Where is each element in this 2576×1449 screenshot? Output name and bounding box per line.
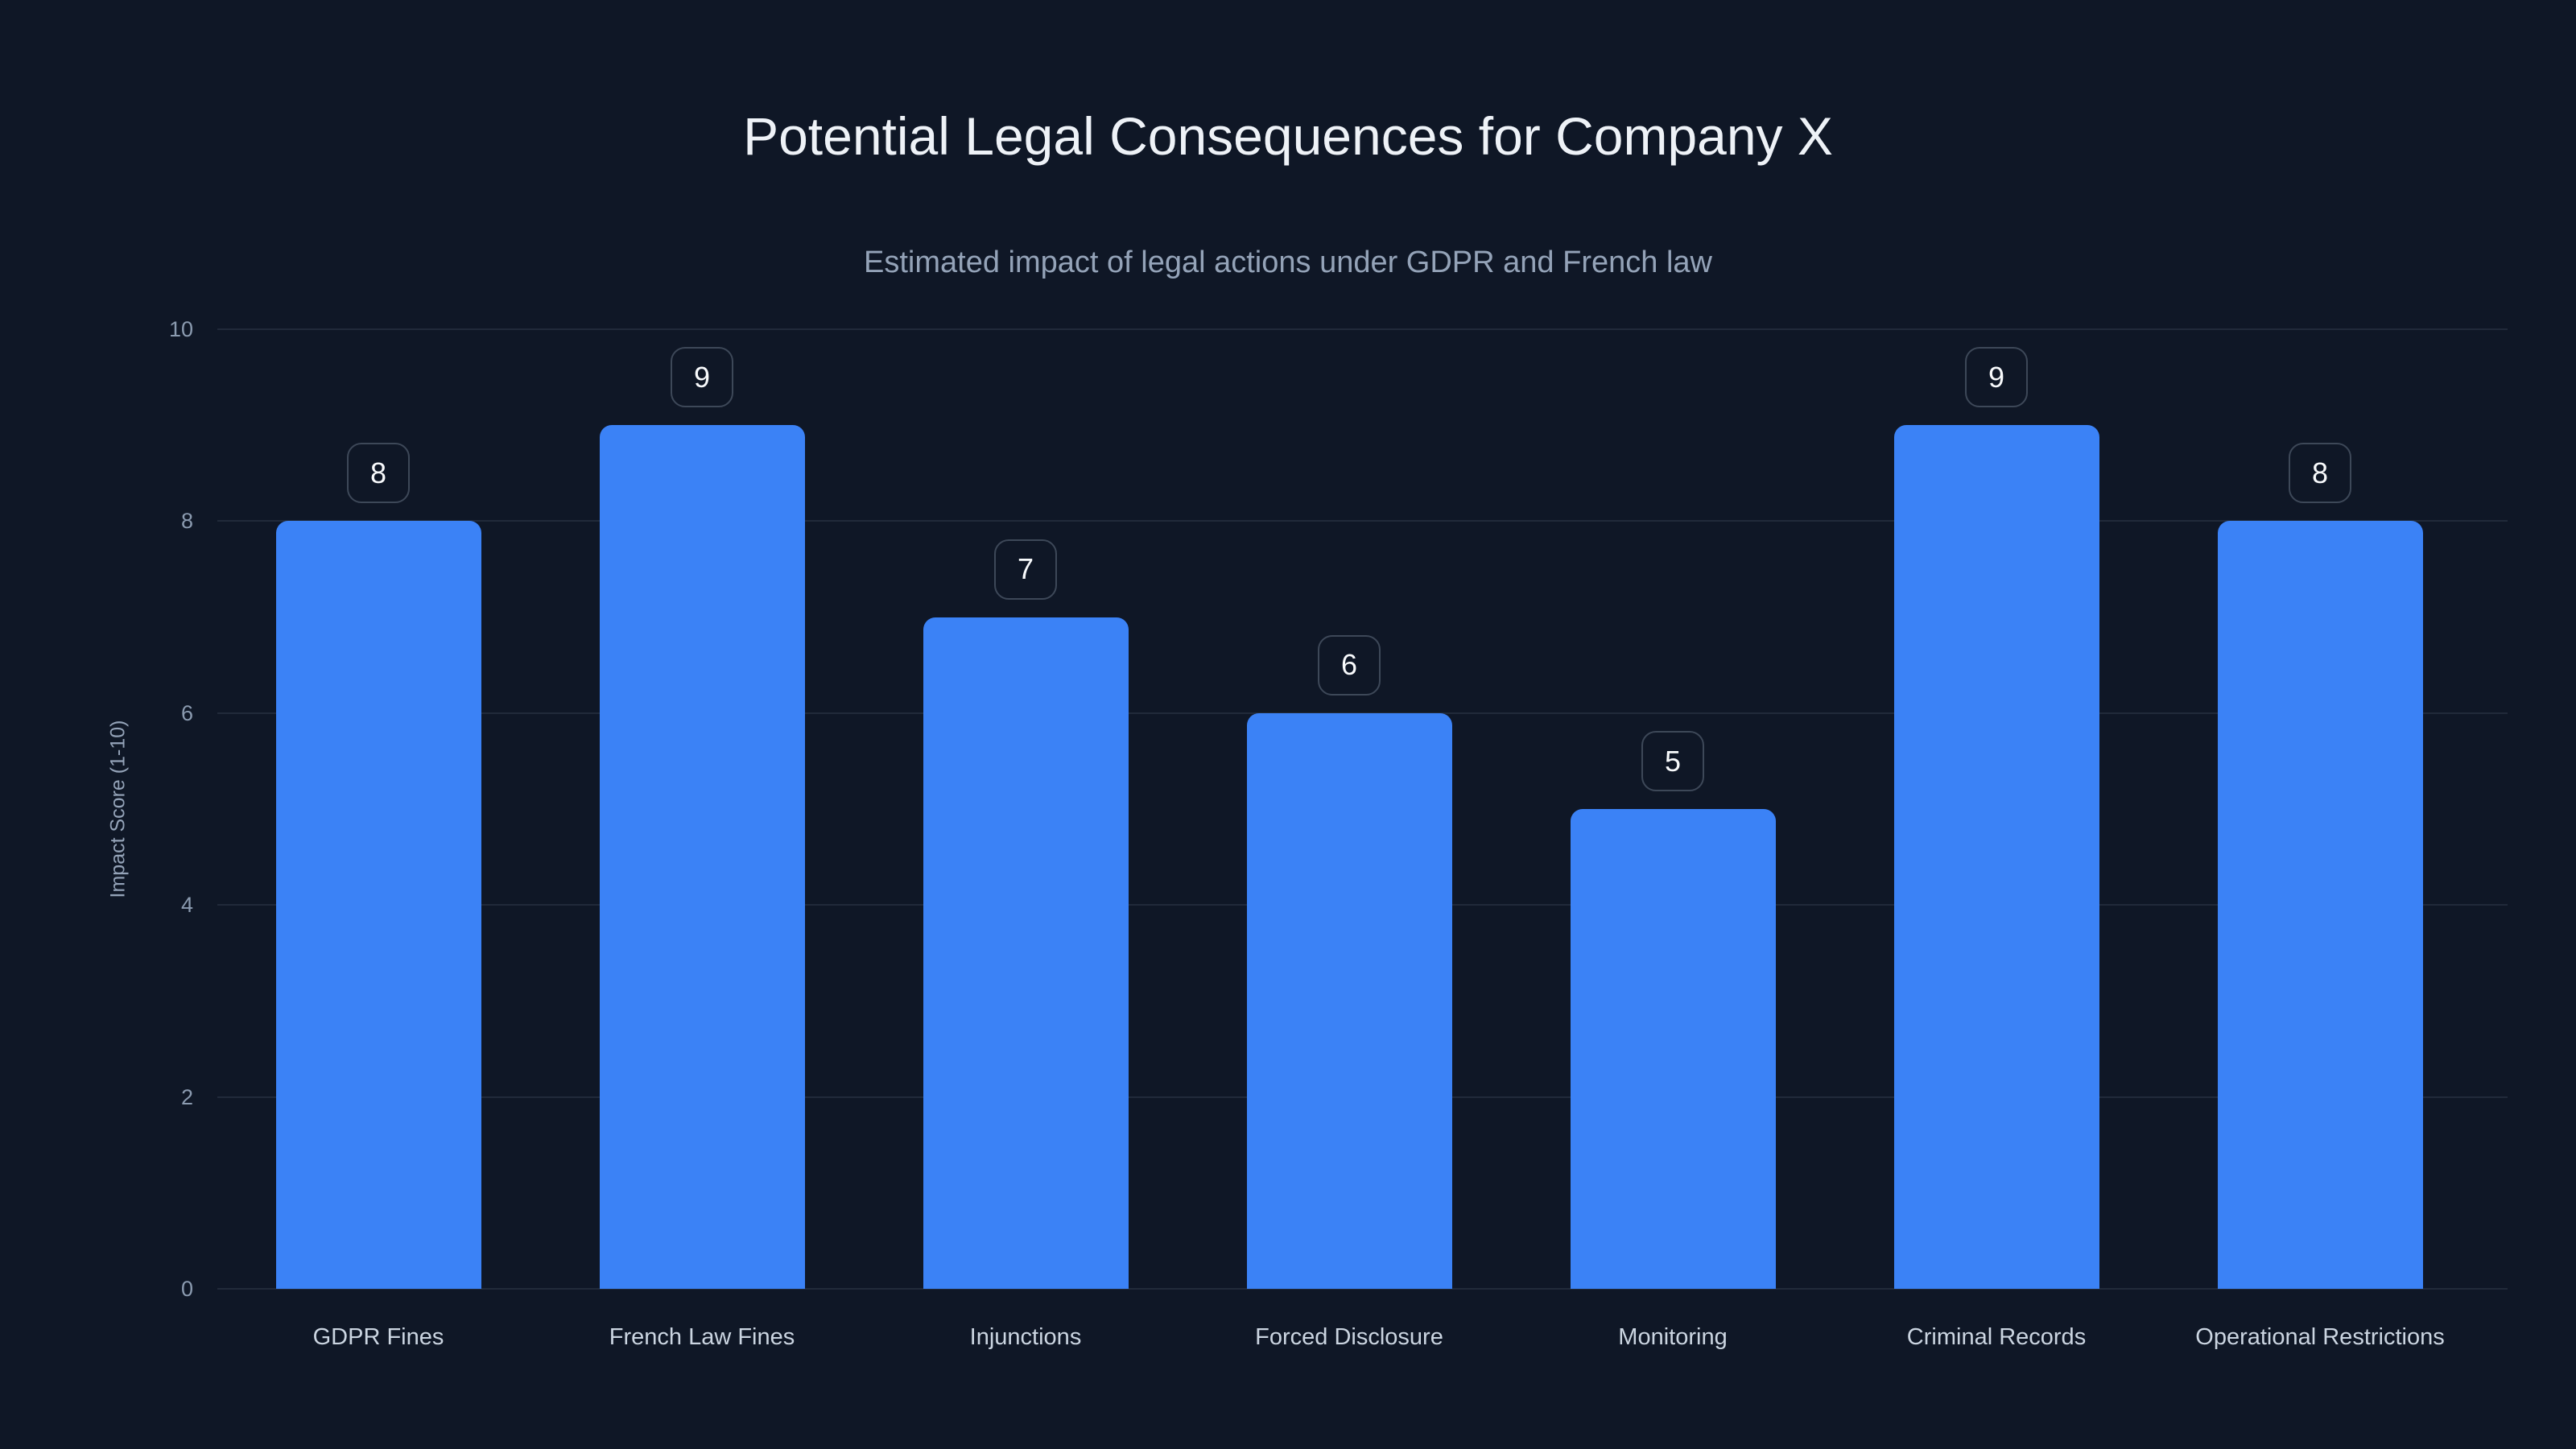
value-label-monitoring: 5 — [1641, 731, 1704, 791]
x-axis-label-monitoring: Monitoring — [1618, 1324, 1728, 1350]
gridline-y-0 — [217, 1288, 2508, 1290]
y-tick-label-4: 4 — [180, 893, 193, 918]
y-tick-label-8: 8 — [180, 509, 193, 534]
value-label-criminal-records: 9 — [1965, 347, 2028, 408]
bar-gdpr-fines — [275, 521, 481, 1289]
chart-title: Potential Legal Consequences for Company… — [743, 106, 1833, 166]
bar-french-law-fines — [599, 425, 805, 1289]
bar-monitoring — [1570, 809, 1776, 1289]
x-axis-label-forced-disclosure: Forced Disclosure — [1255, 1324, 1443, 1350]
gridline-y-10 — [217, 328, 2508, 330]
plot-area: 8 9 7 6 5 9 8 — [217, 328, 2508, 1290]
y-tick-label-10: 10 — [168, 317, 193, 341]
x-axis-label-gdpr-fines: GDPR Fines — [312, 1324, 444, 1350]
x-axis-labels: GDPR Fines French Law Fines Injunctions For… — [217, 1324, 2508, 1373]
bar-forced-disclosure — [1246, 712, 1452, 1289]
x-axis-label-injunctions: Injunctions — [969, 1324, 1082, 1350]
x-axis-label-criminal-records: Criminal Records — [1906, 1324, 2087, 1350]
x-axis-label-french-law-fines: French Law Fines — [609, 1324, 795, 1350]
bar-criminal-records — [1893, 425, 2099, 1289]
value-label-gdpr-fines: 8 — [347, 443, 410, 504]
gridline-y-8 — [217, 520, 2508, 522]
bar-injunctions — [923, 617, 1129, 1289]
value-label-forced-disclosure: 6 — [1318, 634, 1381, 696]
y-tick-label-6: 6 — [180, 700, 193, 725]
y-tick-label-2: 2 — [180, 1084, 193, 1109]
chart-subtitle: Estimated impact of legal actions under … — [864, 246, 1712, 279]
gridline-y-6 — [217, 712, 2508, 714]
value-label-french-law-fines: 9 — [671, 347, 733, 408]
x-axis-label-operational-restrictions: Operational Restrictions — [2195, 1324, 2445, 1350]
y-tick-label-0: 0 — [180, 1277, 193, 1301]
bar-operational-restrictions — [2217, 521, 2423, 1289]
value-label-operational-restrictions: 8 — [2289, 443, 2351, 504]
y-axis-tick-labels: 0 2 4 6 8 10 — [0, 319, 193, 1300]
value-label-injunctions: 7 — [994, 539, 1057, 600]
